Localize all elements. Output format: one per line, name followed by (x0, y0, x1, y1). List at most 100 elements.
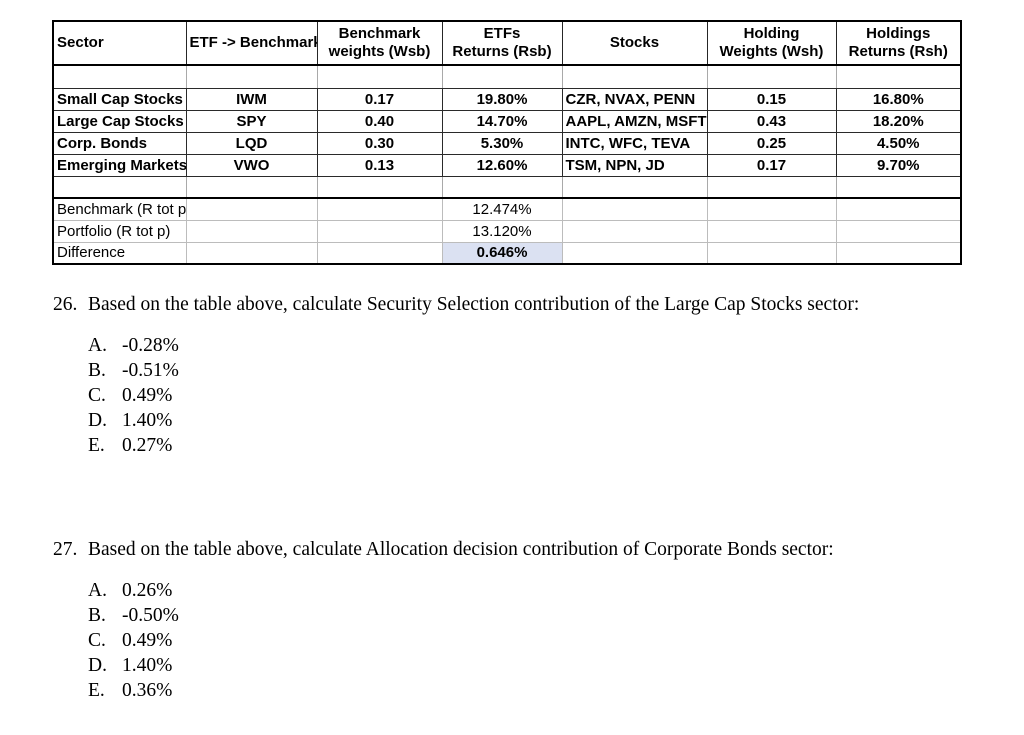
question-26-options: A. -0.28% B. -0.51% C. 0.49% D. 1.40% E. 0.27… (88, 333, 1024, 458)
cell-etf: IWM (185, 87, 318, 111)
col-header-etf-benchmark: ETF -> Benchmark (185, 21, 317, 66)
cell-stocks: CZR, NVAX, PENN (561, 87, 708, 111)
option-e: E. 0.27% (88, 433, 1024, 458)
option-value: 1.40% (122, 410, 173, 431)
cell-wsh: 0.15 (706, 87, 837, 111)
question-26-line: 26. Based on the table above, calculate … (53, 292, 1024, 318)
question-text: Based on the table above, calculate Secu… (88, 294, 860, 315)
option-letter: E. (88, 435, 105, 456)
empty-cell (835, 175, 961, 199)
option-letter: A. (88, 580, 107, 601)
cell-wsb: 0.13 (316, 153, 443, 177)
empty-cell (185, 219, 318, 243)
cell-wsh: 0.17 (706, 153, 837, 177)
empty-cell (561, 175, 707, 199)
empty-cell (316, 175, 442, 199)
option-b: B. -0.50% (88, 603, 1024, 628)
summary-row-benchmark: Benchmark (R tot p) 12.474% (52, 197, 962, 221)
option-a: A. -0.28% (88, 333, 1024, 358)
summary-row-portfolio: Portfolio (R tot p) 13.120% (52, 219, 962, 243)
col-header-stocks: Stocks (561, 21, 707, 66)
empty-cell (561, 219, 708, 243)
cell-rsb: 19.80% (441, 87, 563, 111)
cell-stocks: TSM, NPN, JD (561, 153, 708, 177)
option-letter: B. (88, 360, 106, 381)
empty-cell (53, 175, 186, 199)
attribution-table: Sector ETF -> Benchmark Benchmark weights… (52, 20, 962, 265)
spacer-row (53, 175, 961, 199)
option-e: E. 0.36% (88, 678, 1024, 703)
cell-rsh: 16.80% (835, 87, 962, 111)
table-header-row: Sector ETF -> Benchmark Benchmark weights… (53, 21, 961, 66)
option-d: D. 1.40% (88, 653, 1024, 678)
col-header-sector: Sector (53, 21, 186, 66)
cell-wsh: 0.25 (706, 131, 837, 155)
cell-sector: Small Cap Stocks (52, 87, 187, 111)
header-text: Holdings (866, 24, 931, 42)
col-header-holding-weights: Holding Weights (Wsh) (706, 21, 836, 66)
question-26: 26. Based on the table above, calculate … (53, 292, 1024, 458)
empty-cell (706, 175, 836, 199)
header-text: weights (Wsb) (328, 43, 431, 60)
cell-rsh: 4.50% (835, 131, 962, 155)
option-c: C. 0.49% (88, 383, 1024, 408)
cell-wsh: 0.43 (706, 109, 837, 133)
empty-cell (835, 197, 962, 221)
header-text: Returns (Rsb) (452, 43, 552, 60)
spacer-row (53, 65, 961, 89)
empty-cell (316, 219, 443, 243)
empty-cell (185, 197, 318, 221)
question-number: 26. (53, 294, 78, 315)
option-value: 0.36% (122, 680, 173, 701)
empty-cell (53, 65, 186, 89)
cell-etf: VWO (185, 153, 318, 177)
header-text: Benchmark (338, 24, 421, 42)
table-row-emerging-markets: Emerging Markets VWO 0.13 12.60% TSM, NP… (52, 153, 962, 177)
table-row-corp-bonds: Corp. Bonds LQD 0.30 5.30% INTC, WFC, TE… (52, 131, 962, 155)
empty-cell (561, 197, 708, 221)
empty-cell (835, 219, 962, 243)
option-value: 0.49% (122, 630, 173, 651)
cell-etf: SPY (185, 109, 318, 133)
col-header-benchmark-weights: Benchmark weights (Wsb) (316, 21, 442, 66)
exam-page: Sector ETF -> Benchmark Benchmark weights… (0, 20, 1024, 735)
empty-cell (316, 241, 443, 265)
table-row-small-cap: Small Cap Stocks IWM 0.17 19.80% CZR, NV… (52, 87, 962, 111)
col-header-holdings-returns: Holdings Returns (Rsh) (835, 21, 961, 66)
cell-wsb: 0.17 (316, 87, 443, 111)
cell-wsb: 0.40 (316, 109, 443, 133)
cell-rsb: 12.60% (441, 153, 563, 177)
header-text: Holding (743, 24, 800, 42)
summary-value: 12.474% (441, 197, 563, 221)
empty-cell (835, 65, 961, 89)
empty-cell (185, 175, 317, 199)
cell-sector: Large Cap Stocks (52, 109, 187, 133)
cell-stocks: AAPL, AMZN, MSFT (561, 109, 708, 133)
question-27: 27. Based on the table above, calculate … (53, 537, 1024, 703)
cell-wsb: 0.30 (316, 131, 443, 155)
option-value: 0.26% (122, 580, 173, 601)
empty-cell (316, 65, 442, 89)
option-value: -0.51% (122, 360, 179, 381)
header-text: Sector (57, 33, 104, 51)
summary-value-highlighted: 0.646% (441, 241, 563, 265)
option-b: B. -0.51% (88, 358, 1024, 383)
empty-cell (185, 65, 317, 89)
cell-stocks: INTC, WFC, TEVA (561, 131, 708, 155)
empty-cell (561, 241, 708, 265)
empty-cell (316, 197, 443, 221)
empty-cell (441, 65, 562, 89)
empty-cell (561, 65, 707, 89)
option-value: 0.27% (122, 435, 173, 456)
empty-cell (185, 241, 318, 265)
option-letter: E. (88, 680, 105, 701)
option-letter: C. (88, 630, 106, 651)
header-text: Weights (Wsh) (719, 43, 824, 60)
question-27-line: 27. Based on the table above, calculate … (53, 537, 1024, 563)
option-a: A. 0.26% (88, 578, 1024, 603)
summary-row-difference: Difference 0.646% (52, 241, 962, 265)
option-letter: C. (88, 385, 106, 406)
summary-value: 13.120% (441, 219, 563, 243)
question-number: 27. (53, 539, 78, 560)
question-text: Based on the table above, calculate Allo… (88, 539, 834, 560)
